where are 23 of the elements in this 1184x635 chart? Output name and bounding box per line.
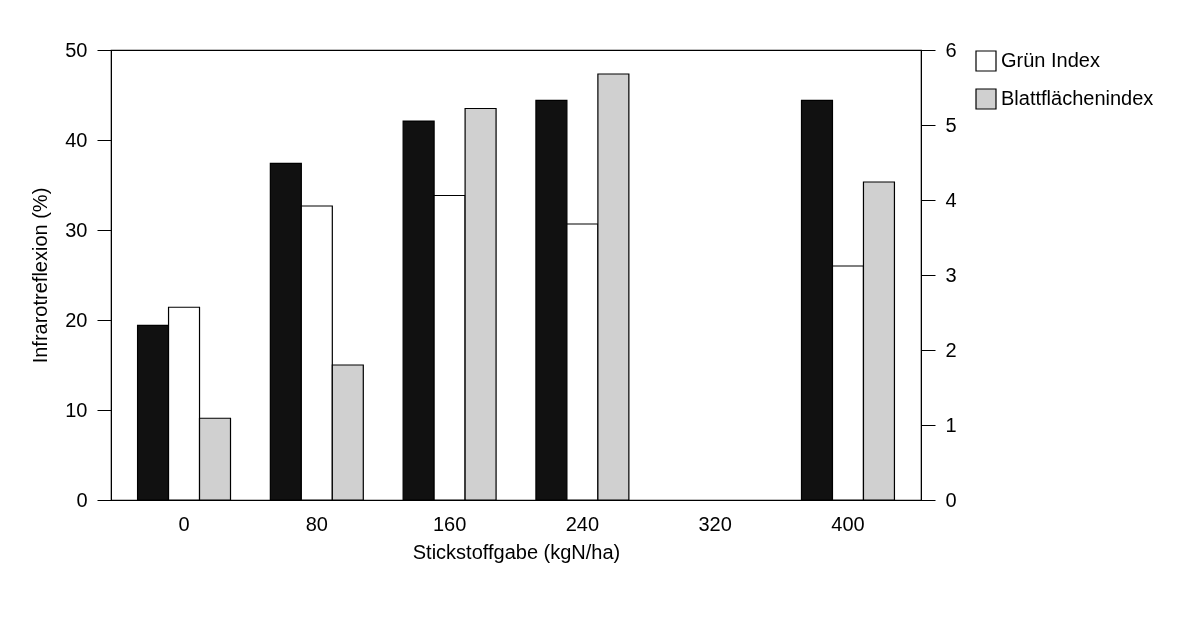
y2-tick-label: 1 xyxy=(945,413,957,436)
x-tick-label: 240 xyxy=(565,512,600,535)
y2-tick-label: 4 xyxy=(945,188,957,211)
x-tick-label: 400 xyxy=(831,512,865,535)
y-tick-label: 10 xyxy=(65,398,88,421)
y2-tick-label: 6 xyxy=(945,38,957,61)
y2-tick-label: 3 xyxy=(945,263,957,286)
y2-tick-label: 0 xyxy=(945,488,957,511)
x-axis-title: Stickstoffgabe (kgN/ha) xyxy=(412,540,621,563)
y-tick-label: 0 xyxy=(76,488,88,511)
x-tick-label: 80 xyxy=(305,512,328,535)
x-tick-label: 160 xyxy=(432,512,467,535)
y-tick-label: 50 xyxy=(65,38,88,61)
y-tick-label: 30 xyxy=(65,218,88,241)
y-tick-label: 20 xyxy=(65,308,88,331)
legend-label: Grün Index xyxy=(1001,49,1100,71)
y2-tick-label: 5 xyxy=(945,113,957,136)
y-axis-title: Infrarotreflexion (%) xyxy=(29,187,52,364)
y2-tick-label: 2 xyxy=(945,338,957,361)
x-tick-label: 0 xyxy=(178,512,190,535)
legend-label: Blattflächenindex xyxy=(1001,87,1154,109)
y-tick-label: 40 xyxy=(65,128,88,151)
x-tick-label: 320 xyxy=(698,512,732,535)
